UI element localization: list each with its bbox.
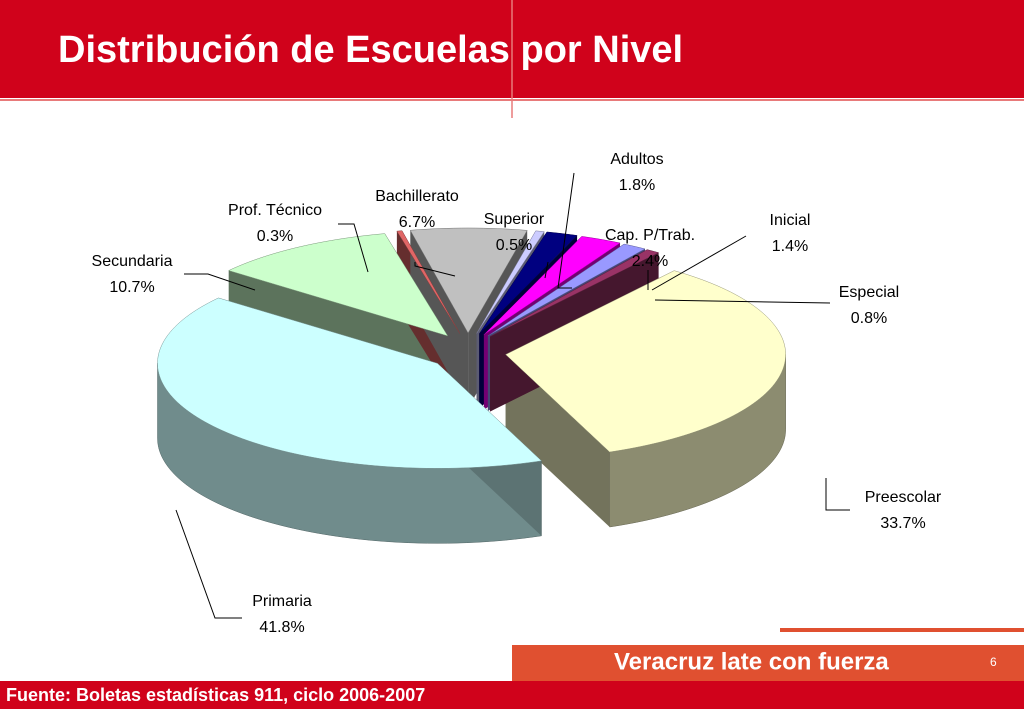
category-label: Preescolar bbox=[865, 489, 942, 506]
slice-wall bbox=[505, 354, 610, 528]
value-label: 0.8% bbox=[851, 310, 887, 327]
leader-line bbox=[651, 235, 747, 291]
value-label: 0.5% bbox=[496, 237, 532, 254]
pie bbox=[157, 227, 786, 544]
slice bbox=[487, 243, 646, 337]
slice bbox=[396, 230, 461, 334]
leader-line bbox=[338, 223, 369, 273]
source-note: Fuente: Boletas estadísticas 911, ciclo … bbox=[6, 685, 425, 705]
leader-line bbox=[544, 261, 549, 279]
leader-line bbox=[654, 299, 831, 304]
leader-line bbox=[557, 172, 575, 289]
value-label: 41.8% bbox=[259, 619, 304, 636]
category-label: Secundaria bbox=[92, 253, 173, 270]
brand-bar bbox=[512, 645, 1024, 681]
leader-line bbox=[414, 262, 456, 277]
slice bbox=[489, 249, 660, 337]
value-label: 2.4% bbox=[632, 253, 668, 270]
value-label: 33.7% bbox=[880, 515, 925, 532]
leader-line bbox=[825, 478, 850, 511]
category-label: Bachillerato bbox=[375, 188, 459, 205]
value-label: 0.3% bbox=[257, 228, 293, 245]
category-label: Cap. P/Trab. bbox=[605, 227, 695, 244]
footer-bar bbox=[0, 681, 1024, 709]
slice bbox=[227, 233, 449, 337]
category-label: Especial bbox=[839, 284, 899, 301]
slice bbox=[476, 230, 545, 334]
leader-line bbox=[175, 509, 242, 619]
category-label: Primaria bbox=[252, 593, 312, 610]
slice bbox=[505, 270, 786, 453]
category-label: Superior bbox=[484, 211, 545, 228]
category-label: Adultos bbox=[610, 151, 663, 168]
page-number: 6 bbox=[990, 655, 997, 669]
slice bbox=[157, 297, 543, 469]
brand: Veracruz late con fuerza bbox=[614, 648, 889, 675]
labels: Preescolar 33.7% Primaria 41.8% Secundaria 10… bbox=[92, 151, 942, 636]
value-label: 1.4% bbox=[772, 238, 808, 255]
slice bbox=[483, 236, 621, 335]
category-label: Inicial bbox=[770, 212, 811, 229]
value-label: 6.7% bbox=[399, 214, 435, 231]
category-label: Prof. Técnico bbox=[228, 202, 322, 219]
brand-stripe bbox=[780, 628, 1024, 632]
slice bbox=[479, 231, 578, 335]
chart-title: Distribución de Escuelas por Nivel bbox=[58, 29, 683, 71]
value-label: 10.7% bbox=[109, 279, 154, 296]
value-label: 1.8% bbox=[619, 177, 655, 194]
leader-line bbox=[184, 273, 256, 291]
slice bbox=[409, 227, 528, 334]
